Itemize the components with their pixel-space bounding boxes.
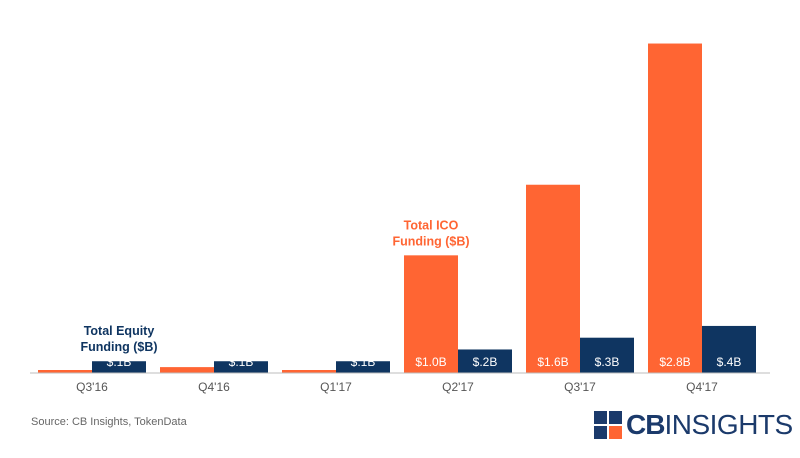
bar-value-label: $.1B: [351, 355, 376, 369]
series-annotation-label: Total Equity: [84, 324, 155, 338]
bar-equity-1: [214, 361, 268, 373]
bar-value-label: $.1B: [229, 355, 254, 369]
bar-value-label: $2.8B: [659, 355, 690, 369]
bars-group: $.1B $.1B $.1B $1.0B $.2B $1.6B $.3B $2.8B $.4B: [38, 43, 756, 374]
x-tick-label: Q3'16: [76, 380, 108, 394]
bar-equity-4: [580, 337, 634, 373]
cb-insights-logo-mark-icon: [594, 411, 622, 439]
x-tick-label: Q4'16: [198, 380, 230, 394]
x-tick-label: Q3'17: [564, 380, 596, 394]
series-annotation-label: Funding ($B): [392, 234, 469, 248]
bar-value-label: $.4B: [717, 355, 742, 369]
source-note: Source: CB Insights, TokenData: [31, 416, 187, 428]
bar-value-label: $1.0B: [415, 355, 446, 369]
bar-equity-3: [458, 349, 512, 373]
bar-value-label: $.2B: [473, 355, 498, 369]
series-annotations: Total Equity Funding ($B) Total ICO Funding…: [80, 218, 469, 354]
bar-ico-0: [38, 370, 92, 373]
bar-equity-5: [702, 325, 756, 373]
bar-value-label: $.1B: [107, 355, 132, 369]
series-annotation-label: Funding ($B): [80, 340, 157, 354]
x-tick-label: Q2'17: [442, 380, 474, 394]
x-tick-label: Q1'17: [320, 380, 352, 394]
bar-ico-4: [526, 184, 580, 373]
x-tick-label: Q4'17: [686, 380, 718, 394]
cb-insights-logo: CB INSIGHTS: [594, 410, 793, 440]
logo-insights-text: INSIGHTS: [664, 409, 793, 440]
bar-equity-0: [92, 361, 146, 373]
bar-ico-5: [648, 43, 702, 374]
bar-ico-1: [160, 367, 214, 373]
bar-value-label: $1.6B: [537, 355, 568, 369]
bar-ico-2: [282, 370, 336, 373]
series-annotation-label: Total ICO: [404, 218, 459, 232]
bar-ico-3: [404, 255, 458, 373]
bar-equity-2: [336, 361, 390, 373]
logo-cb-text: CB: [626, 409, 665, 440]
x-tick-labels: Q3'16 Q4'16 Q1'17 Q2'17 Q3'17 Q4'17: [76, 380, 718, 394]
bar-value-label: $.3B: [595, 355, 620, 369]
